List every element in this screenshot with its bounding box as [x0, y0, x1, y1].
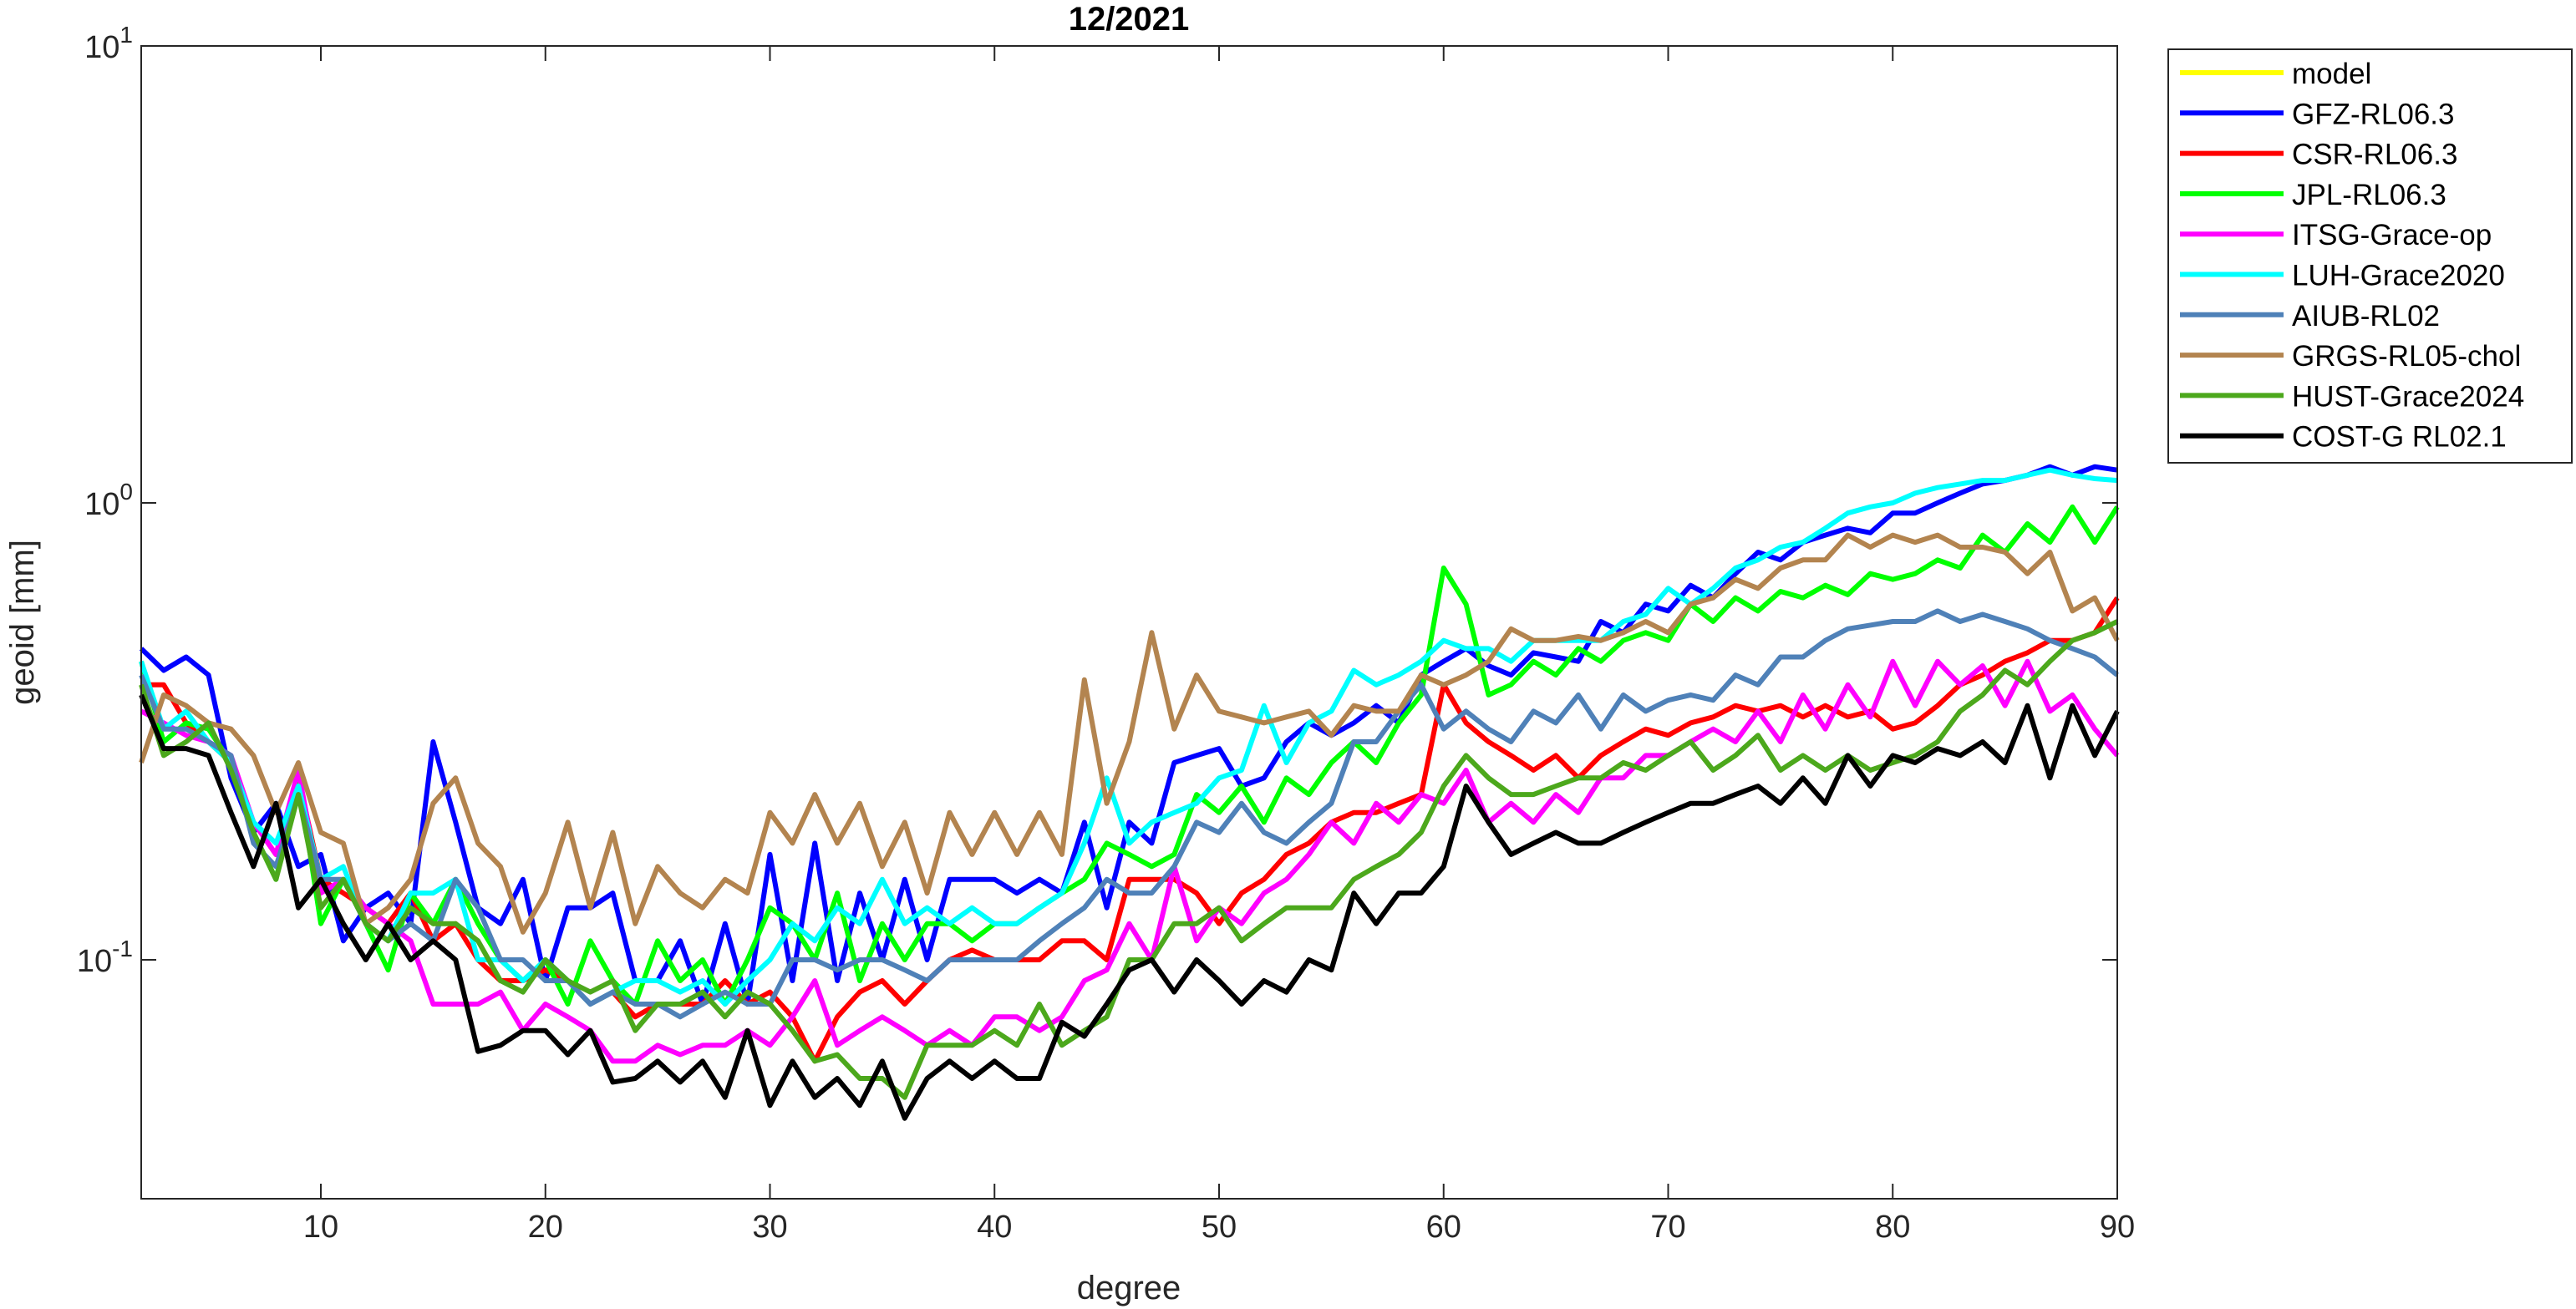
y-tick-base: 10 — [84, 487, 119, 522]
x-tick-label: 60 — [1426, 1210, 1461, 1245]
series-line — [139, 464, 2118, 1007]
legend-label: AIUB-RL02 — [2292, 300, 2440, 332]
legend-label: CSR-RL06.3 — [2292, 139, 2457, 171]
series-line — [139, 532, 2120, 935]
x-tick-label: 10 — [303, 1210, 338, 1245]
legend-label: GRGS-RL05-chol — [2292, 340, 2521, 373]
series-line — [139, 608, 2119, 1020]
x-tick-label: 30 — [752, 1210, 787, 1245]
x-tick-label: 40 — [977, 1210, 1012, 1245]
x-tick-label: 70 — [1650, 1210, 1685, 1245]
x-tick-label: 50 — [1202, 1210, 1237, 1245]
chart-title: 12/2021 — [1069, 1, 1190, 38]
legend-label: GFZ-RL06.3 — [2292, 98, 2455, 130]
series-line — [140, 658, 2120, 1064]
legend-label: COST-G RL02.1 — [2292, 421, 2507, 454]
x-tick-label: 80 — [1875, 1210, 1910, 1245]
plot-frame — [140, 45, 2118, 1200]
series-line — [139, 693, 2120, 1121]
y-tick-label: 101 — [84, 22, 133, 65]
y-tick-exponent: -1 — [112, 936, 133, 961]
series-line — [139, 619, 2119, 1100]
legend-label: ITSG-Grace-op — [2292, 219, 2492, 251]
x-axis-label: degree — [1077, 1270, 1181, 1306]
x-tick-label: 90 — [2100, 1210, 2135, 1245]
y-tick-exponent: 0 — [119, 479, 133, 505]
y-tick-base: 10 — [84, 30, 119, 65]
legend-label: LUH-Grace2020 — [2292, 260, 2505, 292]
y-axis-label: geoid [mm] — [4, 540, 41, 705]
legend-label: JPL-RL06.3 — [2292, 179, 2446, 211]
y-tick-exponent: 1 — [119, 22, 133, 48]
legend-label: HUST-Grace2024 — [2292, 380, 2524, 413]
x-tick-label: 20 — [528, 1210, 563, 1245]
y-tick-label: 10-1 — [77, 936, 133, 979]
series-line — [141, 596, 2120, 1064]
series-line — [139, 504, 2120, 1007]
y-tick-base: 10 — [77, 944, 112, 979]
y-tick-label: 100 — [84, 479, 133, 522]
legend-label: model — [2292, 58, 2371, 90]
